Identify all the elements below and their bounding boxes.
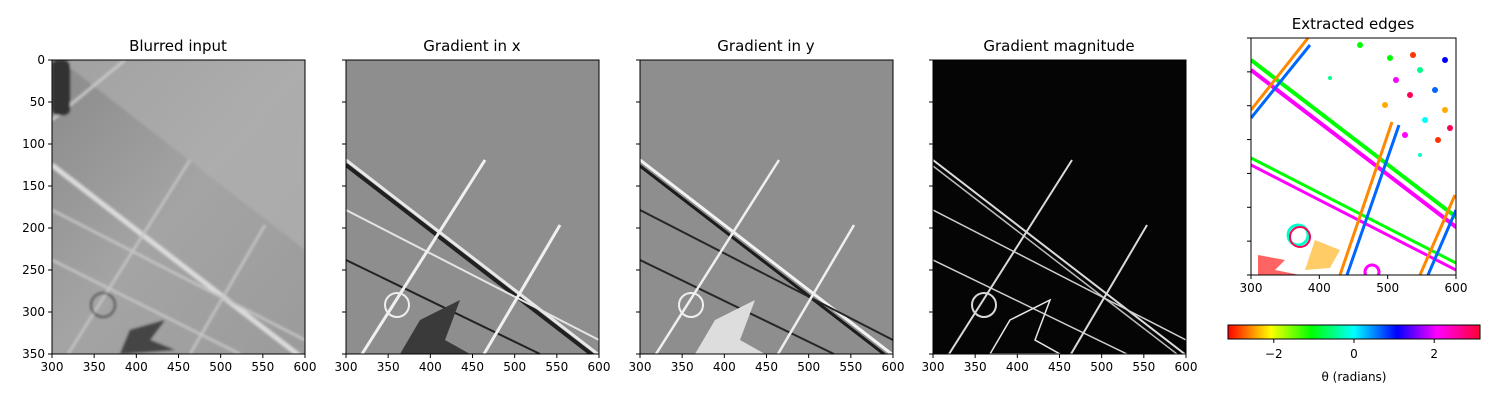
x-tick-label: 600 [588, 360, 611, 374]
colorbar: −2 0 2 θ (radians) [1228, 325, 1480, 384]
x-tick-label: 300 [1240, 281, 1263, 295]
y-tick-label: 300 [22, 305, 45, 319]
x-tick-label: 300 [41, 360, 64, 374]
panel-title: Gradient in y [717, 37, 814, 55]
y-tick-label: 250 [22, 263, 45, 277]
x-tick-label: 500 [1376, 281, 1399, 295]
y-axis-ticks [342, 60, 346, 354]
x-tick-label: 400 [1308, 281, 1331, 295]
colorbar-ticks: −2 0 2 [1265, 339, 1438, 361]
x-tick-label: 500 [1090, 360, 1113, 374]
y-tick-label: 350 [22, 347, 45, 361]
y-tick-label: 100 [22, 137, 45, 151]
x-tick-label: 300 [335, 360, 358, 374]
y-axis-ticks [1247, 38, 1251, 275]
panel-title: Gradient magnitude [983, 37, 1134, 55]
panel-title: Blurred input [129, 37, 227, 55]
panel-title: Extracted edges [1292, 15, 1415, 33]
x-axis-ticks: 300 350 400 450 500 550 600 [922, 354, 1198, 374]
x-tick-label: 550 [839, 360, 862, 374]
panel-title: Gradient in x [423, 37, 520, 55]
x-tick-label: 400 [419, 360, 442, 374]
x-axis-ticks: 300 400 500 600 [1240, 275, 1468, 295]
x-axis-ticks: 300 350 400 450 500 550 600 [629, 354, 905, 374]
image-gradient-x [346, 60, 599, 360]
panel-gradient-x: Gradient in x 300 350 400 450 500 550 600 [335, 37, 611, 374]
y-axis-ticks: 0 50 100 150 200 250 300 350 [22, 53, 52, 361]
x-tick-label: 450 [167, 360, 190, 374]
x-tick-label: 350 [964, 360, 987, 374]
x-tick-label: 550 [1132, 360, 1155, 374]
x-tick-label: 300 [922, 360, 945, 374]
panel-gradient-magnitude: Gradient magnitude 300 350 400 450 500 550 600 [922, 37, 1198, 374]
image-gradient-magnitude [933, 60, 1186, 361]
colorbar-tick-label: −2 [1265, 347, 1283, 361]
x-tick-label: 600 [882, 360, 905, 374]
x-tick-label: 500 [797, 360, 820, 374]
x-tick-label: 450 [461, 360, 484, 374]
image-extracted-edges [1251, 38, 1460, 279]
y-tick-label: 0 [37, 53, 45, 67]
x-tick-label: 350 [83, 360, 106, 374]
y-tick-label: 200 [22, 221, 45, 235]
colorbar-label: θ (radians) [1322, 370, 1387, 384]
x-tick-label: 500 [503, 360, 526, 374]
y-tick-label: 150 [22, 179, 45, 193]
x-tick-label: 550 [251, 360, 274, 374]
x-tick-label: 450 [755, 360, 778, 374]
x-axis-ticks: 300 350 400 450 500 550 600 [335, 354, 611, 374]
y-axis-ticks [929, 60, 933, 354]
y-tick-label: 50 [30, 95, 45, 109]
x-tick-label: 400 [713, 360, 736, 374]
image-gradient-y [640, 60, 893, 361]
x-tick-label: 350 [671, 360, 694, 374]
x-axis-ticks: 300 350 400 450 500 550 600 [41, 354, 317, 374]
x-tick-label: 600 [1175, 360, 1198, 374]
colorbar-tick-label: 0 [1350, 347, 1358, 361]
image-blurred-input [52, 60, 305, 360]
colorbar-gradient [1228, 325, 1480, 339]
x-tick-label: 400 [125, 360, 148, 374]
panel-gradient-y: Gradient in y 300 350 400 450 500 550 600 [629, 37, 905, 374]
x-tick-label: 600 [294, 360, 317, 374]
colorbar-tick-label: 2 [1430, 347, 1438, 361]
x-tick-label: 450 [1048, 360, 1071, 374]
x-tick-label: 550 [545, 360, 568, 374]
y-axis-ticks [636, 60, 640, 354]
x-tick-label: 500 [209, 360, 232, 374]
x-tick-label: 350 [377, 360, 400, 374]
x-tick-label: 300 [629, 360, 652, 374]
panel-blurred-input: Blurred input 300 350 400 450 500 550 600 0501… [22, 37, 316, 374]
x-tick-label: 400 [1006, 360, 1029, 374]
x-tick-label: 600 [1445, 281, 1468, 295]
panel-extracted-edges: Extracted edges [1240, 15, 1468, 295]
